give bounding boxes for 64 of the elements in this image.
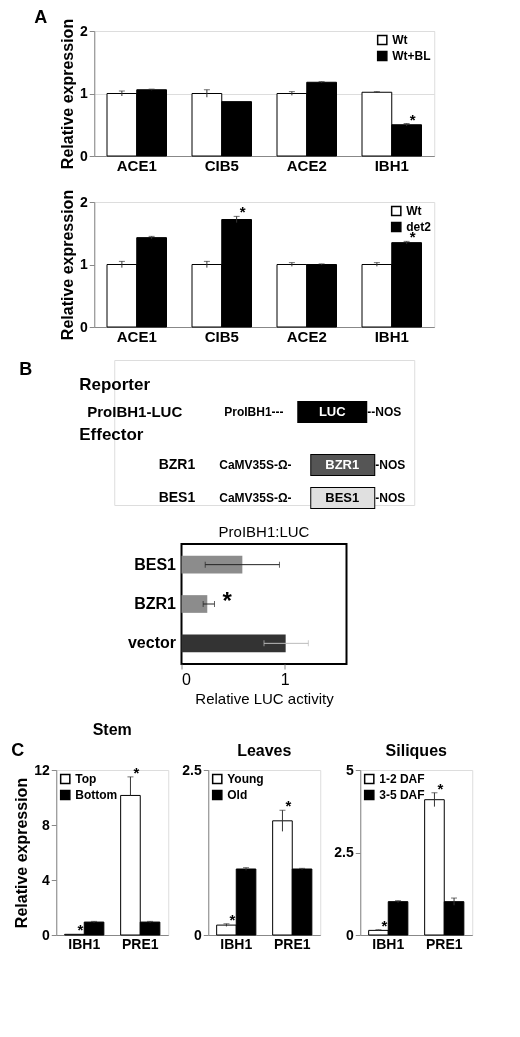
y-tick-label: 5: [345, 761, 354, 778]
chart-title: ProIBH1:LUC: [218, 523, 310, 540]
legend-label: 3-5 DAF: [379, 788, 425, 802]
legend-label: Young: [227, 772, 264, 786]
annotation: *: [133, 763, 140, 781]
chart-title: Leaves: [237, 742, 292, 759]
y-tick-label: vector: [127, 634, 176, 652]
x-tick-label: CIB5: [204, 327, 239, 345]
y-tick-label: 1: [79, 85, 88, 101]
x-tick-label: ACE1: [116, 327, 157, 345]
legend-label: Wt+BL: [392, 49, 431, 63]
text: ProIBH1---: [224, 405, 284, 419]
legend-label: 1-2 DAF: [379, 772, 425, 786]
x-tick-label: ACE2: [286, 327, 327, 345]
x-axis-title: Relative LUC activity: [195, 689, 335, 707]
x-tick-label: PRE1: [121, 935, 159, 952]
text: -NOS: [375, 491, 406, 505]
x-tick-label: IBH1: [374, 327, 409, 345]
x-tick-label: ACE1: [116, 156, 157, 174]
text: C: [11, 740, 25, 760]
x-tick-label: IBH1: [372, 935, 405, 952]
legend-label: Wt: [406, 204, 422, 218]
chart-title: Stem: [92, 721, 132, 738]
legend-label: Bottom: [75, 788, 118, 802]
x-tick-label: IBH1: [374, 156, 409, 174]
text: LUC: [318, 404, 347, 419]
text: B: [19, 359, 33, 379]
text: A: [34, 7, 48, 27]
y-tick-label: 2: [79, 22, 88, 39]
legend-label: Wt: [392, 33, 408, 47]
y-tick-label: 4: [41, 871, 50, 888]
annotation: *: [437, 779, 444, 797]
y-tick-label: BZR1: [134, 595, 177, 612]
y-tick-label: 12: [34, 761, 50, 778]
annotation: *: [381, 916, 388, 934]
annotation: *: [239, 203, 246, 221]
annotation: *: [229, 910, 236, 928]
legend-label: Old: [227, 788, 248, 802]
y-tick-label: 2.5: [334, 844, 354, 860]
x-tick-label: IBH1: [220, 935, 253, 952]
text: -NOS: [375, 458, 406, 472]
y-tick-label: 8: [41, 816, 50, 833]
text: ProIBH1-LUC: [87, 403, 183, 420]
legend-label: Top: [75, 772, 97, 786]
y-tick-label: BES1: [134, 555, 177, 573]
x-tick-label: PRE1: [273, 935, 311, 952]
y-axis-title: Relative expression: [58, 18, 76, 170]
y-axis-title: Relative expression: [13, 777, 31, 929]
y-axis-title: Relative expression: [58, 189, 76, 341]
text: CaMV35S-Ω-: [219, 491, 292, 505]
text: --NOS: [367, 405, 402, 419]
chart-title: Siliques: [385, 742, 448, 759]
x-tick-label: CIB5: [204, 156, 239, 174]
annotation: *: [222, 587, 233, 614]
text: CaMV35S-Ω-: [219, 458, 292, 472]
text: Effector: [79, 425, 144, 444]
annotation: *: [409, 110, 416, 128]
x-tick-label: PRE1: [425, 935, 463, 952]
annotation: *: [285, 797, 292, 815]
text: Reporter: [79, 375, 151, 394]
x-tick-label: ACE2: [286, 156, 327, 174]
y-tick-label: 1: [79, 256, 88, 272]
y-tick-label: 2.5: [182, 761, 202, 778]
y-tick-label: 2: [79, 193, 88, 210]
